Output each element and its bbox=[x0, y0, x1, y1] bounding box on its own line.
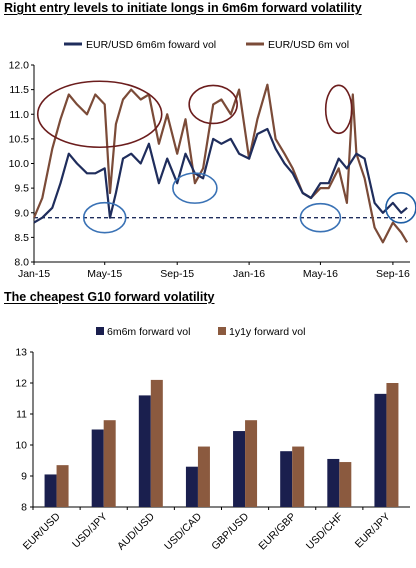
x-tick-label: USD/CAD bbox=[162, 510, 204, 552]
y-tick-label: 13 bbox=[15, 347, 27, 359]
line-chart-legend: EUR/USD 6m6m foward vol EUR/USD 6m vol bbox=[64, 39, 349, 51]
x-tick-label: EUR/USD bbox=[21, 510, 63, 552]
y-tick-label: 8.5 bbox=[14, 232, 29, 244]
series-line-eur-usd-6m6m-foward-vol bbox=[33, 127, 408, 224]
bar-chart-axes: 8 9 10 11 12 13 EUR/USD USD/JPY AUD/USD USD/CAD GB… bbox=[15, 347, 410, 553]
bar-usd-cad-1y1y-forward-vol bbox=[197, 446, 210, 507]
annotation-ellipse-1 bbox=[36, 80, 163, 149]
y-tick-label: 8 bbox=[21, 502, 27, 514]
y-tick-label: 9.5 bbox=[14, 183, 29, 195]
bar-aud-usd-6m6m-forward-vol bbox=[138, 395, 151, 507]
line-chart-axes: 8.0 8.5 9.0 9.5 10.0 10.5 11.0 11.5 12.0 Jan-15 Ma… bbox=[9, 60, 410, 280]
legend-label-6m6m-forward: 6m6m forward vol bbox=[107, 326, 190, 338]
series-line-eur-usd-6m-vol bbox=[32, 83, 409, 244]
bar-usd-chf-1y1y-forward-vol bbox=[339, 462, 352, 507]
y-tick-label: 11.5 bbox=[9, 84, 29, 96]
y-tick-label: 9.0 bbox=[14, 207, 29, 219]
y-tick-label: 10.0 bbox=[9, 158, 30, 170]
x-tick-label: EUR/JPY bbox=[353, 511, 393, 551]
x-tick-label: USD/JPY bbox=[70, 511, 110, 551]
x-tick-label: Jan-16 bbox=[233, 268, 265, 280]
bar-usd-cad-6m6m-forward-vol bbox=[185, 466, 198, 507]
x-tick-label: EUR/GBP bbox=[256, 511, 298, 553]
bar-eur-gbp-6m6m-forward-vol bbox=[280, 451, 293, 507]
legend-swatch-6m6m-forward bbox=[96, 327, 104, 335]
annotation-ellipse-2 bbox=[188, 84, 238, 125]
y-tick-label: 10.5 bbox=[9, 133, 30, 145]
bar-chart-bars bbox=[44, 379, 399, 507]
bar-eur-usd-1y1y-forward-vol bbox=[56, 465, 69, 507]
bar-eur-jpy-6m6m-forward-vol bbox=[374, 393, 387, 507]
line-chart-annotations bbox=[36, 80, 416, 234]
y-tick-label: 11 bbox=[16, 409, 27, 421]
y-tick-label: 9 bbox=[21, 471, 27, 483]
bar-chart-title: The cheapest G10 forward volatility bbox=[4, 290, 215, 304]
bar-usd-jpy-1y1y-forward-vol bbox=[103, 420, 116, 507]
bar-aud-usd-1y1y-forward-vol bbox=[150, 379, 163, 507]
annotation-ellipse-5 bbox=[172, 172, 218, 204]
bar-eur-usd-6m6m-forward-vol bbox=[44, 474, 57, 507]
bar-eur-gbp-1y1y-forward-vol bbox=[292, 446, 305, 507]
line-chart-svg: EUR/USD 6m6m foward vol EUR/USD 6m vol 8… bbox=[9, 39, 416, 280]
x-tick-label: Sep-15 bbox=[160, 268, 194, 280]
legend-swatch-1y1y-forward bbox=[218, 327, 226, 335]
line-chart-series bbox=[32, 83, 409, 244]
x-tick-label: USD/CHF bbox=[304, 511, 345, 552]
x-tick-label: AUD/USD bbox=[115, 510, 157, 552]
bar-chart: 6m6m forward vol 1y1y forward vol 8 9 10 11… bbox=[0, 308, 416, 568]
y-tick-label: 8.0 bbox=[14, 257, 29, 269]
bar-usd-jpy-6m6m-forward-vol bbox=[91, 429, 104, 507]
x-tick-label: May-16 bbox=[303, 268, 338, 280]
x-tick-label: GBP/USD bbox=[209, 510, 251, 552]
x-tick-label: Jan-15 bbox=[18, 268, 50, 280]
line-chart: EUR/USD 6m6m foward vol EUR/USD 6m vol 8… bbox=[0, 18, 416, 293]
y-tick-label: 11.0 bbox=[9, 109, 29, 121]
bar-usd-chf-6m6m-forward-vol bbox=[327, 458, 340, 507]
annotation-ellipse-6 bbox=[299, 202, 342, 233]
legend-label-1y1y-forward: 1y1y forward vol bbox=[229, 326, 305, 338]
bar-gbp-usd-1y1y-forward-vol bbox=[245, 420, 258, 507]
line-chart-title: Right entry levels to initiate longs in … bbox=[4, 1, 362, 15]
annotation-ellipse-3 bbox=[324, 84, 353, 135]
annotation-ellipse-4 bbox=[82, 201, 127, 234]
y-tick-label: 10 bbox=[15, 440, 27, 452]
bar-gbp-usd-6m6m-forward-vol bbox=[233, 431, 246, 507]
legend-label-6m6m: EUR/USD 6m6m foward vol bbox=[86, 39, 216, 51]
bar-chart-legend: 6m6m forward vol 1y1y forward vol bbox=[96, 326, 305, 338]
x-tick-label: May-15 bbox=[87, 268, 122, 280]
bar-chart-svg: 6m6m forward vol 1y1y forward vol 8 9 10 11… bbox=[15, 326, 410, 553]
y-tick-label: 12 bbox=[15, 378, 27, 390]
y-tick-label: 12.0 bbox=[9, 60, 30, 72]
legend-label-6m: EUR/USD 6m vol bbox=[268, 39, 349, 51]
x-tick-label: Sep-16 bbox=[376, 268, 410, 280]
bar-eur-jpy-1y1y-forward-vol bbox=[386, 383, 399, 507]
